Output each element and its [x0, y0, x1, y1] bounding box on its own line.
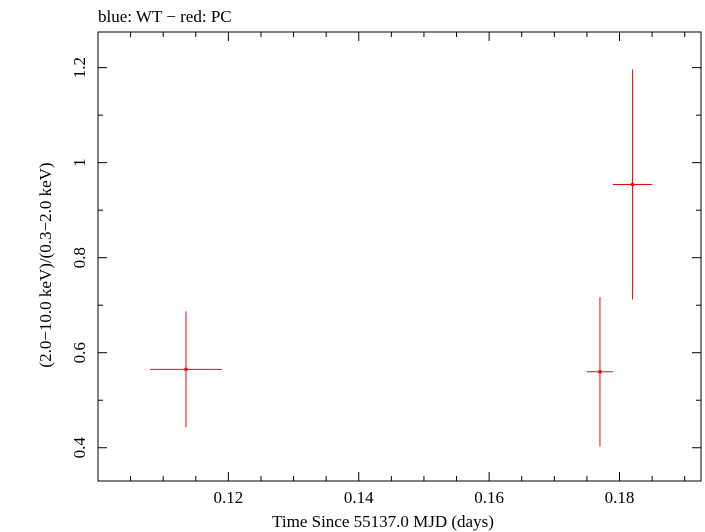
x-tick-label: 0.18 — [605, 488, 635, 507]
x-tick-label: 0.16 — [474, 488, 504, 507]
y-tick-label: 1.2 — [70, 57, 89, 78]
axis-ticks — [98, 32, 701, 481]
x-axis-label: Time Since 55137.0 MJD (days) — [272, 512, 494, 531]
y-tick-label: 0.8 — [70, 247, 89, 268]
y-tick-label: 0.6 — [70, 342, 89, 363]
chart-title: blue: WT − red: PC — [98, 7, 232, 26]
x-tick-label: 0.12 — [214, 488, 244, 507]
x-tick-label: 0.14 — [344, 488, 374, 507]
y-tick-labels: 0.4 0.6 0.8 1 1.2 — [70, 57, 89, 458]
y-tick-label: 1 — [70, 158, 89, 167]
y-axis-label: (2.0−10.0 keV)/(0.3−2.0 keV) — [36, 162, 55, 367]
y-tick-label: 0.4 — [70, 437, 89, 459]
data-point — [630, 182, 635, 187]
plot-frame — [97, 31, 702, 482]
data-point — [598, 369, 602, 374]
x-tick-labels: 0.12 0.14 0.16 0.18 — [214, 488, 635, 507]
data-point — [184, 367, 188, 372]
data-series — [150, 69, 653, 447]
